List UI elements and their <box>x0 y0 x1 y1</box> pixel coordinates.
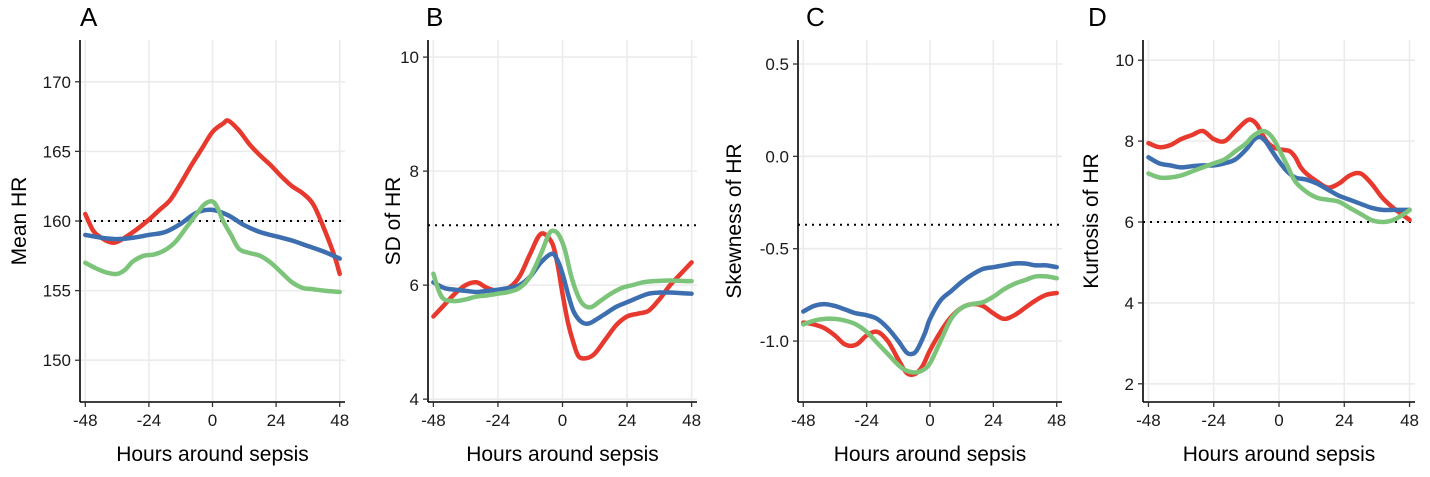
x-axis-title: Hours around sepsis <box>116 443 309 466</box>
panel-a: -48 -24 0 24 48 150 155 160 165 170 A Hours around … <box>8 2 349 466</box>
series-line-1 <box>431 231 694 361</box>
x-axis-title: Hours around sepsis <box>1183 443 1376 466</box>
series-line-2 <box>83 207 342 261</box>
y-tick-label: 0.5 <box>765 55 789 74</box>
series-line-2 <box>801 260 1059 357</box>
x-tick-label: 0 <box>925 411 934 430</box>
series-line-3 <box>801 273 1059 375</box>
y-tick-label: 0.0 <box>765 147 789 166</box>
y-axis-title: Kurtosis of HR <box>1080 153 1103 288</box>
panel-letter: A <box>80 2 98 32</box>
y-tick-label: 4 <box>410 390 419 409</box>
x-tick-label: -48 <box>791 411 816 430</box>
panel-b: -48 -24 0 24 48 4 6 8 10 B Hours around sepsis SD o… <box>382 2 701 466</box>
x-tick-label: -24 <box>486 411 511 430</box>
y-tick-label: 6 <box>410 276 419 295</box>
panel-letter: C <box>806 2 825 32</box>
x-tick-label: 24 <box>984 411 1003 430</box>
y-axis-title: SD of HR <box>382 177 405 266</box>
y-tick-label: 10 <box>1115 51 1134 70</box>
y-tick-label: 10 <box>400 48 419 67</box>
y-tick-label: 165 <box>43 142 71 161</box>
x-tick-label: -48 <box>1136 411 1161 430</box>
panel-letter: D <box>1088 2 1107 32</box>
y-tick-label: 160 <box>43 212 71 231</box>
y-axis-title: Skewness of HR <box>723 143 746 298</box>
x-tick-label: 24 <box>618 411 637 430</box>
series-line-1 <box>83 118 342 277</box>
x-tick-label: 48 <box>682 411 701 430</box>
x-tick-label: -24 <box>1201 411 1226 430</box>
x-tick-label: 48 <box>1400 411 1419 430</box>
y-axis-title: Mean HR <box>8 177 31 266</box>
series-line-3 <box>83 199 342 295</box>
x-tick-label: 0 <box>1274 411 1283 430</box>
x-tick-label: 24 <box>267 411 286 430</box>
series-line-3 <box>431 228 694 310</box>
panel-letter: B <box>426 2 443 32</box>
y-tick-label: 8 <box>410 162 419 181</box>
y-tick-label: 170 <box>43 73 71 92</box>
x-tick-label: -24 <box>137 411 162 430</box>
series-line-1 <box>801 290 1059 378</box>
x-tick-label: 48 <box>1047 411 1066 430</box>
y-tick-label: 150 <box>43 351 71 370</box>
y-tick-label: -0.5 <box>760 240 789 259</box>
series-line-2 <box>1146 134 1412 213</box>
y-tick-label: 155 <box>43 282 71 301</box>
x-tick-label: 0 <box>558 411 567 430</box>
x-tick-label: -24 <box>854 411 879 430</box>
x-tick-label: -48 <box>421 411 446 430</box>
x-tick-label: 24 <box>1335 411 1354 430</box>
x-tick-label: 0 <box>208 411 217 430</box>
x-axis-title: Hours around sepsis <box>466 443 659 466</box>
y-tick-label: 2 <box>1125 375 1134 394</box>
y-tick-label: 4 <box>1125 294 1134 313</box>
x-axis-title: Hours around sepsis <box>834 443 1027 466</box>
panel-c: -48 -24 0 24 48 -1.0 -0.5 0.0 0.5 C Hours around s… <box>723 2 1066 466</box>
y-tick-label: 8 <box>1125 132 1134 151</box>
series-line-2 <box>431 251 694 327</box>
x-tick-label: 48 <box>330 411 349 430</box>
series-line-3 <box>1146 128 1412 225</box>
y-tick-label: 6 <box>1125 213 1134 232</box>
y-tick-label: -1.0 <box>760 332 789 351</box>
x-tick-label: -48 <box>73 411 98 430</box>
